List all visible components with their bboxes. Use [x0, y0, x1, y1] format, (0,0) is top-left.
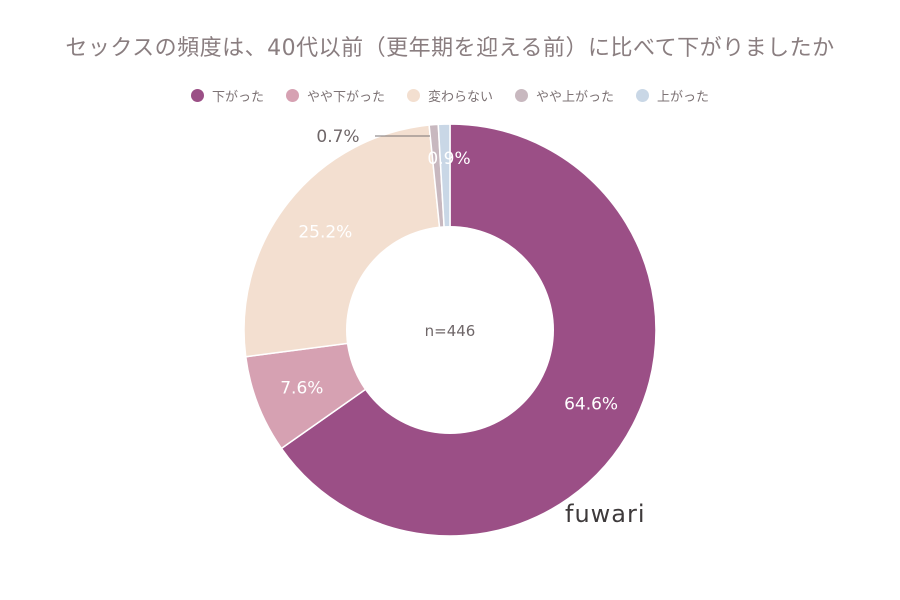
- legend-item-slightly-down: やや下がった: [285, 86, 385, 105]
- legend-label-slightly-up: やや上がった: [536, 90, 615, 105]
- legend-label-up: 上がった: [657, 90, 710, 105]
- legend-swatch-slightly-down: [285, 89, 299, 102]
- slice-label-slightly-up: 0.7%: [316, 127, 359, 147]
- legend-label-down: 下がった: [211, 90, 264, 105]
- chart-legend: 下がった やや下がった 変わらない やや上がった 上がった: [0, 86, 900, 105]
- slice-label-down: 64.6%: [564, 394, 618, 414]
- legend-item-slightly-up: やや上がった: [515, 86, 614, 105]
- legend-swatch-down: [190, 89, 204, 102]
- slice-label-slightly-down: 7.6%: [280, 379, 323, 399]
- legend-item-unchanged: 変わらない: [406, 86, 493, 105]
- legend-swatch-unchanged: [406, 89, 420, 102]
- legend-item-down: 下がった: [190, 86, 264, 105]
- legend-label-slightly-down: やや下がった: [306, 90, 385, 105]
- donut-hole: [346, 226, 554, 434]
- legend-swatch-up: [636, 89, 650, 102]
- legend-item-up: 上がった: [636, 86, 709, 105]
- legend-label-unchanged: 変わらない: [427, 90, 493, 105]
- sample-size-label: n=446: [425, 322, 476, 340]
- slice-labels: 64.6% 7.6% 25.2% 0.7% 0.9%: [280, 127, 618, 414]
- slice-label-unchanged: 25.2%: [298, 222, 352, 242]
- legend-swatch-slightly-up: [515, 89, 528, 102]
- chart-title: セックスの頻度は、40代以前（更年期を迎える前）に比べて下がりましたか: [65, 36, 835, 61]
- brand-logo-text: fuwari: [565, 500, 646, 528]
- slice-label-up: 0.9%: [427, 149, 470, 169]
